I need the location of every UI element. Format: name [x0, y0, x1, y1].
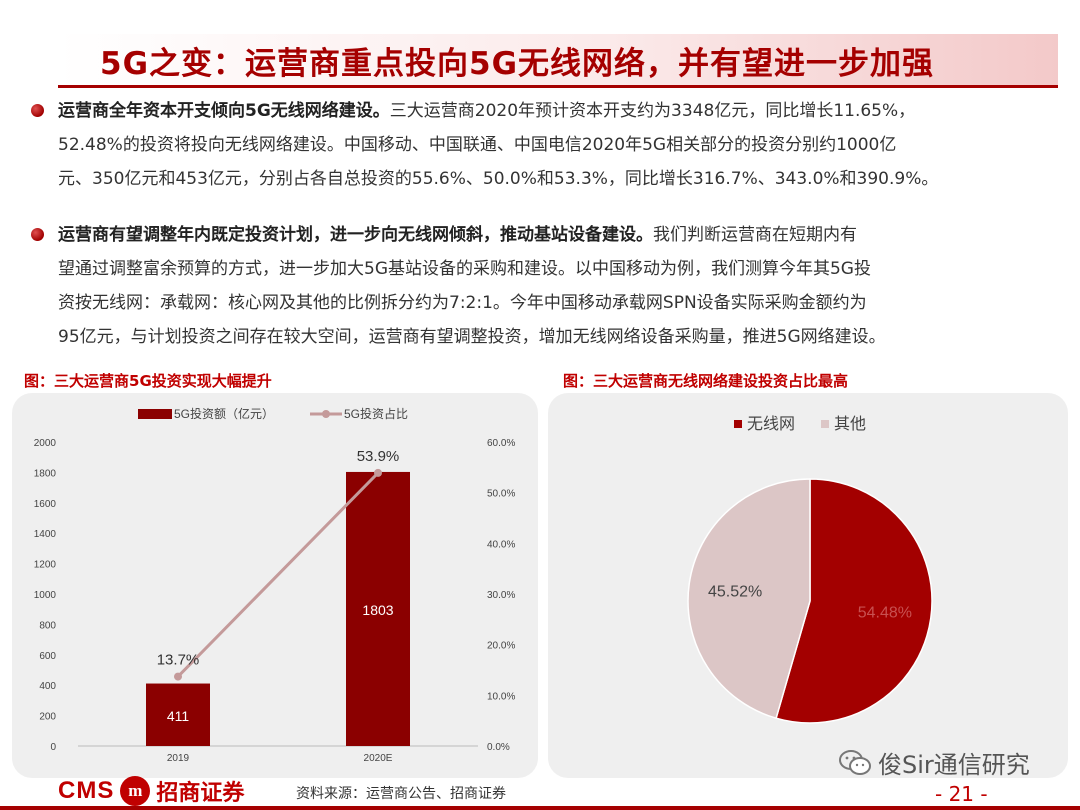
y-tick-label: 400	[39, 681, 56, 692]
y-tick-label: 0	[50, 742, 56, 753]
legend-label: 其他	[834, 415, 866, 433]
bullet-icon	[31, 228, 44, 241]
footer-rule	[0, 806, 1080, 810]
pie-slice	[687, 478, 811, 720]
y2-tick-label: 0.0%	[487, 742, 510, 753]
line-value-label: 53.9%	[357, 448, 400, 465]
figure-caption-left: 图：三大运营商5G投资实现大幅提升	[24, 372, 272, 390]
logo-cms-text: CMS	[58, 777, 115, 804]
legend-line-label: 5G投资占比	[344, 406, 408, 421]
y2-tick-label: 50.0%	[487, 489, 515, 500]
y-tick-label: 800	[39, 620, 56, 631]
paragraph-text: 资按无线网：承载网：核心网及其他的比例拆分约为7:2:1。今年中国移动承载网SP…	[58, 293, 867, 313]
bar-chart-panel: 0 200 400 600 800 1000 1200 1400 1600 1800 2000 0.0…	[12, 393, 538, 778]
y2-tick-label: 40.0%	[487, 539, 515, 550]
legend-bar-label: 5G投资额（亿元）	[174, 406, 274, 421]
pie-value-label: 45.52%	[708, 583, 762, 600]
legend-swatch	[734, 420, 742, 428]
paragraph-text: 我们判断运营商在短期内有	[653, 225, 857, 245]
bar-value-label: 1803	[362, 602, 393, 618]
legend-swatch	[821, 420, 829, 428]
page-number: - 21 -	[935, 782, 988, 806]
paragraph-text: 元、350亿元和453亿元，分别占各自总投资的55.6%、50.0%和53.3%…	[58, 169, 939, 189]
line-series	[176, 471, 380, 678]
page-title: 5G之变：运营商重点投向5G无线网络，并有望进一步加强	[100, 46, 935, 82]
pie-value-label: 54.48%	[858, 605, 912, 622]
logo-company-name: 招商证券	[156, 780, 245, 806]
bar-chart: 0 200 400 600 800 1000 1200 1400 1600 1800 2000 0.0…	[34, 406, 516, 764]
paragraph-text: 望通过调整富余预算的方式，进一步加大5G基站设备的采购和建设。以中国移动为例，我…	[58, 259, 871, 279]
logo-badge-icon: m	[120, 776, 151, 806]
y-tick-label: 2000	[34, 438, 57, 449]
line-value-label: 13.7%	[157, 652, 200, 669]
paragraph-text: 52.48%的投资将投向无线网络建设。中国移动、中国联通、中国电信2020年5G…	[58, 135, 897, 155]
paragraph-text: 95亿元，与计划投资之间存在较大空间，运营商有望调整投资，增加无线网络设备采购量…	[58, 327, 886, 347]
legend-bar-swatch	[138, 409, 172, 419]
watermark-text: 俊Sir通信研究	[878, 751, 1030, 779]
y-tick-label: 1000	[34, 590, 57, 601]
bullet-icon	[31, 104, 44, 117]
bar	[346, 471, 410, 746]
y-tick-label: 1600	[34, 499, 57, 510]
paragraph-lead: 运营商有望调整年内既定投资计划，进一步向无线网倾斜，推动基站设备建设。	[58, 225, 653, 245]
y-tick-label: 200	[39, 712, 56, 723]
company-logo: CMS m 招商证券	[58, 774, 244, 808]
pie-slice	[775, 478, 933, 724]
line-point	[174, 672, 182, 681]
legend-line-marker	[322, 410, 330, 418]
y-tick-label: 1400	[34, 529, 57, 540]
x-tick-label: 2020E	[364, 753, 393, 764]
wechat-icon	[839, 749, 871, 775]
y-tick-label: 1200	[34, 560, 57, 571]
title-banner	[58, 34, 1058, 88]
y-tick-label: 600	[39, 651, 56, 662]
source-note: 资料来源：运营商公告、招商证券	[296, 786, 506, 802]
y2-tick-label: 30.0%	[487, 590, 515, 601]
bar	[146, 683, 210, 746]
line-point	[374, 468, 382, 477]
bar-value-label: 411	[167, 708, 190, 724]
y-tick-label: 1800	[34, 468, 57, 479]
paragraph-text: 三大运营商2020年预计资本开支约为3348亿元，同比增长11.65%，	[389, 101, 916, 121]
pie-chart-panel: 54.48% 45.52% 无线网 其他	[548, 393, 1068, 778]
y2-tick-label: 10.0%	[487, 691, 515, 702]
paragraph-lead: 运营商全年资本开支倾向5G无线网络建设。	[58, 101, 390, 121]
figure-caption-right: 图：三大运营商无线网络建设投资占比最高	[563, 372, 849, 390]
y2-tick-label: 20.0%	[487, 641, 515, 652]
y2-tick-label: 60.0%	[487, 438, 515, 449]
legend-label: 无线网	[747, 415, 795, 433]
pie-chart: 54.48% 45.52% 无线网 其他	[687, 415, 933, 724]
x-tick-label: 2019	[167, 753, 190, 764]
watermark: 俊Sir通信研究	[838, 745, 1030, 780]
